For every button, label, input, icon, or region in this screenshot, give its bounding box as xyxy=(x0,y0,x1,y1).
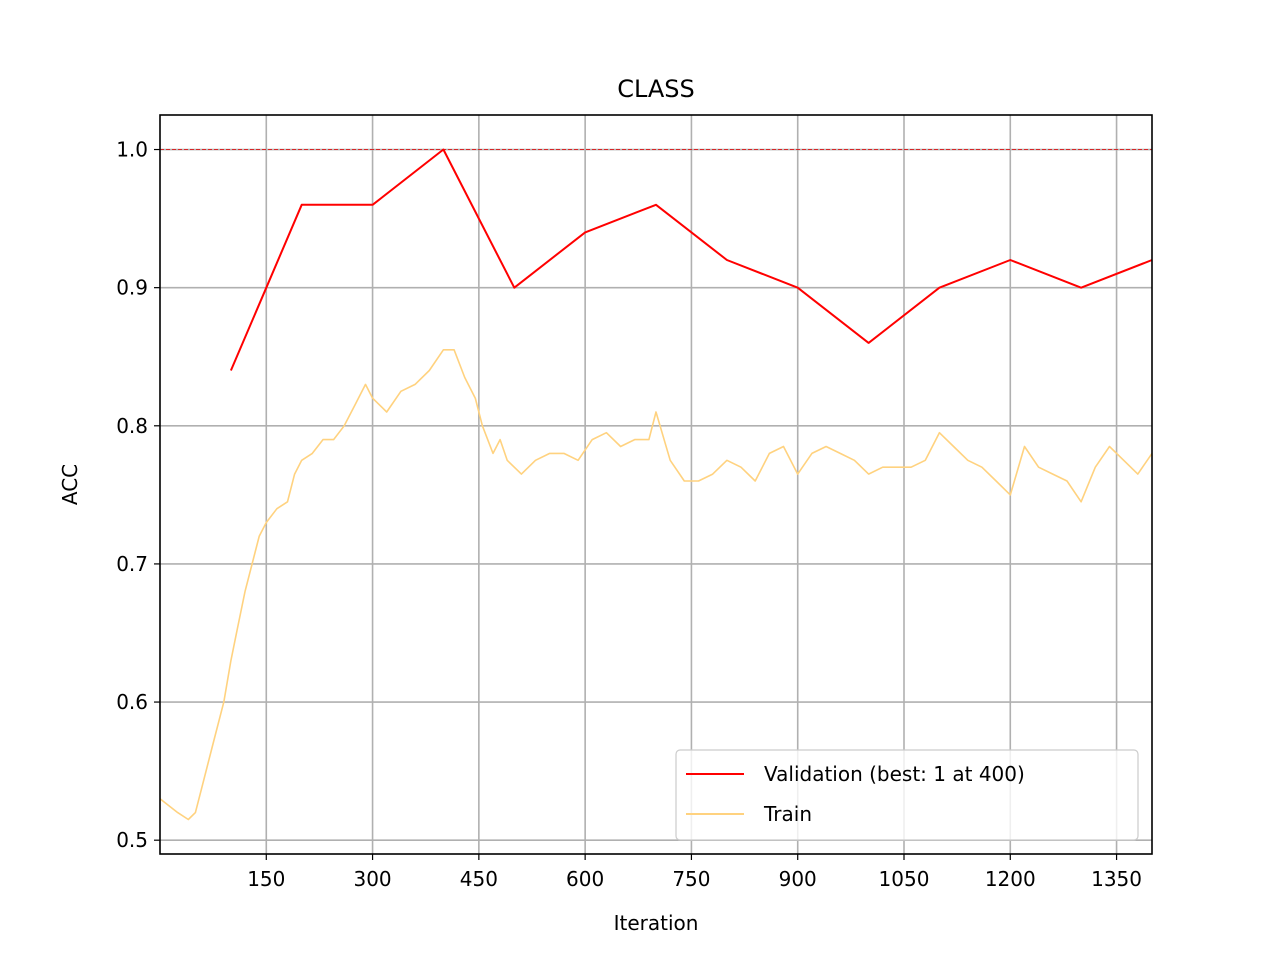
y-axis-title: ACC xyxy=(58,464,82,505)
x-axis: 150 300 450 600 750 900 1050 1200 1350 xyxy=(247,854,1142,891)
x-tick-label: 1200 xyxy=(985,867,1036,891)
x-tick-label: 1050 xyxy=(879,867,930,891)
x-tick-label: 300 xyxy=(353,867,391,891)
chart-title: CLASS xyxy=(617,75,695,103)
y-tick-label: 0.5 xyxy=(116,828,148,852)
legend-label: Validation (best: 1 at 400) xyxy=(764,762,1025,786)
legend: Validation (best: 1 at 400) Train xyxy=(675,749,1139,841)
y-tick-label: 1.0 xyxy=(116,138,148,162)
x-tick-label: 1350 xyxy=(1091,867,1142,891)
legend-box xyxy=(675,749,1139,841)
y-tick-label: 0.7 xyxy=(116,552,148,576)
y-tick-label: 0.8 xyxy=(116,414,148,438)
train-series-line xyxy=(159,348,1153,821)
y-tick-label: 0.6 xyxy=(116,690,148,714)
y-axis: 0.5 0.6 0.7 0.8 0.9 1.0 xyxy=(116,138,160,852)
series-layer xyxy=(159,148,1153,821)
x-tick-label: 150 xyxy=(247,867,285,891)
validation-series-line xyxy=(229,148,1153,371)
legend-label: Train xyxy=(763,802,812,826)
y-tick-label: 0.9 xyxy=(116,276,148,300)
plot-frame xyxy=(159,114,1153,855)
x-tick-label: 450 xyxy=(460,867,498,891)
x-tick-label: 750 xyxy=(672,867,710,891)
x-tick-label: 600 xyxy=(566,867,604,891)
x-tick-label: 900 xyxy=(779,867,817,891)
x-axis-title: Iteration xyxy=(614,911,699,935)
